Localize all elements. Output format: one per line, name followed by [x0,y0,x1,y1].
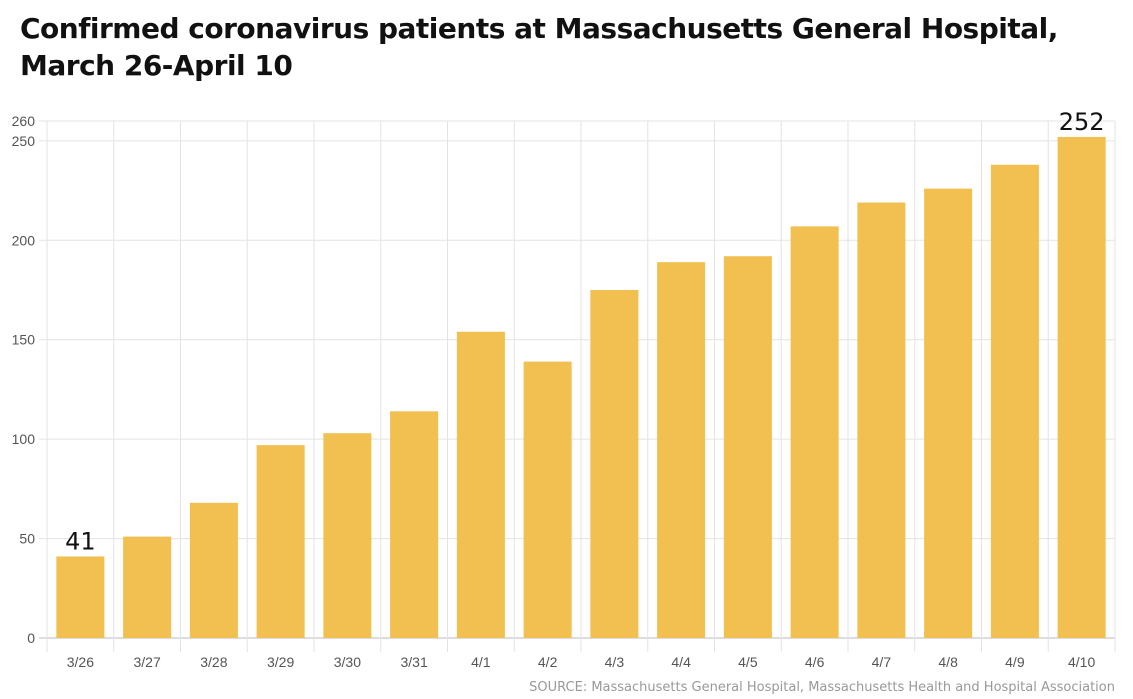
chart-title-line-2: March 26-April 10 [20,49,293,82]
x-tick-label: 3/28 [200,654,227,670]
y-tick-label: 200 [12,232,36,248]
data-label: 41 [65,527,96,555]
x-tick-label: 4/6 [805,654,825,670]
data-label: 252 [1059,108,1105,136]
bar-4-1 [456,331,505,638]
y-tick-label: 260 [12,113,36,129]
x-tick-label: 3/31 [401,654,428,670]
bar-3-30 [323,433,372,638]
x-tick-label: 4/1 [471,654,491,670]
x-tick-label: 4/9 [1005,654,1025,670]
x-tick-label: 3/30 [334,654,361,670]
x-tick-label: 3/29 [267,654,294,670]
bar-4-8 [924,188,973,638]
y-tick-label: 150 [12,332,36,348]
bar-4-9 [990,164,1039,638]
x-tick-label: 4/8 [938,654,958,670]
bar-4-6 [790,226,839,638]
chart-title: Confirmed coronavirus patients at Massac… [20,10,1058,84]
bar-3-29 [256,445,305,638]
x-tick-label: 3/27 [134,654,161,670]
y-tick-label: 0 [27,630,35,646]
x-tick-label: 4/2 [538,654,558,670]
bar-4-5 [723,256,772,638]
bar-3-27 [123,536,172,638]
bar-4-4 [657,262,706,638]
bar-3-31 [390,411,439,638]
x-tick-label: 4/7 [872,654,892,670]
y-tick-label: 50 [19,531,35,547]
y-tick-label: 250 [12,133,36,149]
x-tick-label: 3/26 [67,654,94,670]
bar-3-26 [56,556,105,638]
bar-4-7 [857,202,906,638]
y-tick-label: 100 [12,431,36,447]
x-tick-label: 4/5 [738,654,758,670]
bar-4-3 [590,290,639,638]
source-note: SOURCE: Massachusetts General Hospital, … [529,680,1115,695]
bar-4-2 [523,361,572,638]
x-tick-label: 4/3 [605,654,625,670]
bar-4-10 [1057,136,1106,638]
chart-title-line-1: Confirmed coronavirus patients at Massac… [20,12,1058,45]
x-tick-label: 4/10 [1068,654,1095,670]
bar-3-28 [189,502,238,638]
x-tick-label: 4/4 [671,654,691,670]
